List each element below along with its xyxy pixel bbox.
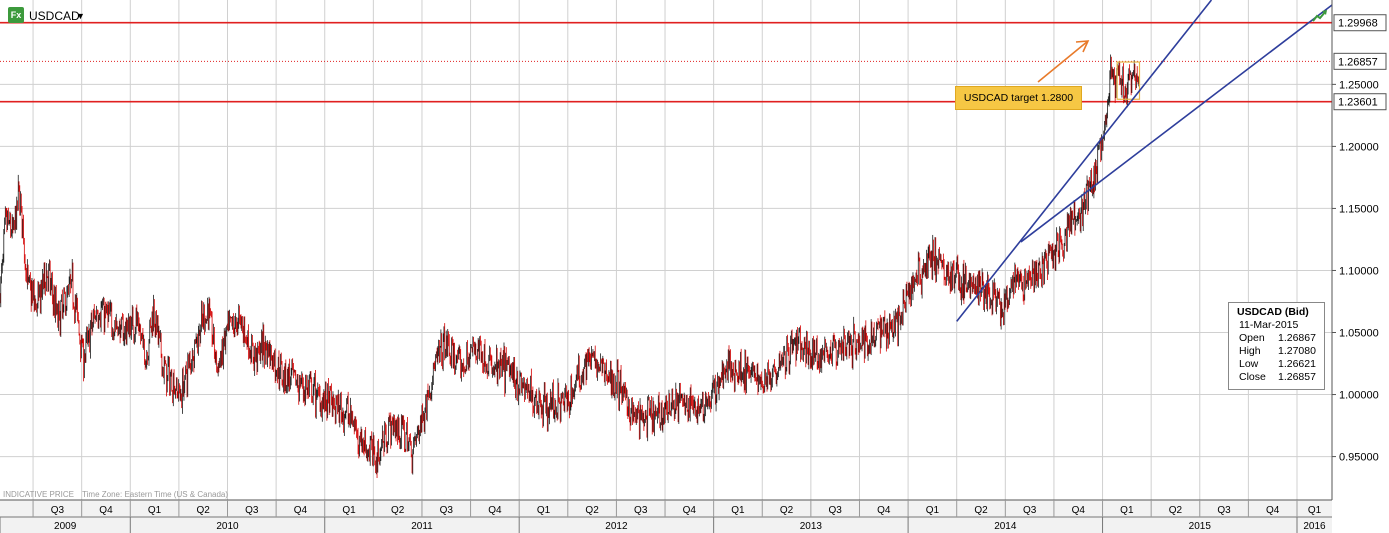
y-tick-label: 1.25000 <box>1339 79 1379 91</box>
year-label: 2016 <box>1303 521 1326 532</box>
timezone-note: Time Zone: Eastern Time (US & Canada) <box>82 490 229 499</box>
year-label: 2012 <box>605 521 628 532</box>
annotation-arrow <box>1037 40 1090 83</box>
annotation-arrow-head <box>1075 40 1090 53</box>
quarter-label: Q4 <box>1072 505 1086 516</box>
tooltip-date: 11-Mar-2015 <box>1239 319 1299 331</box>
y-tick-label: 1.20000 <box>1339 141 1379 153</box>
tooltip-row-open: Open 1.26867 <box>1239 332 1316 344</box>
quarter-label: Q4 <box>683 505 697 516</box>
quarter-label: Q1 <box>926 505 940 516</box>
quarter-label: Q2 <box>780 505 794 516</box>
x-axis: Q3 Q4 Q1 Q2 Q3 Q4 Q1 Q2 Q3 Q4 Q1 Q2 Q3 Q4 Q1 Q2 Q3 Q4 Q1 Q2… <box>0 499 1389 533</box>
trendlines <box>956 0 1333 322</box>
tooltip-row-high: High 1.27080 <box>1239 345 1316 357</box>
quarter-label: Q4 <box>488 505 502 516</box>
year-label: 2009 <box>54 521 77 532</box>
quarter-label: Q3 <box>245 505 259 516</box>
y-tick-label: 1.15000 <box>1339 203 1379 215</box>
quarter-label: Q1 <box>1120 505 1134 516</box>
indicative-price-note: INDICATIVE PRICE <box>3 490 74 499</box>
level-label-box <box>1333 93 1387 111</box>
trend-up-icon[interactable] <box>1312 9 1328 23</box>
year-label: 2013 <box>800 521 823 532</box>
quarter-label: Q4 <box>99 505 113 516</box>
quarter-label: Q3 <box>634 505 648 516</box>
year-label: 2014 <box>994 521 1017 532</box>
quarter-label: Q3 <box>440 505 454 516</box>
quarter-label: Q1 <box>731 505 745 516</box>
fx-icon: Fx <box>8 7 24 23</box>
ohlc-tooltip: USDCAD (Bid) 11-Mar-2015 Open 1.26867 Hig… <box>1228 302 1325 390</box>
y-tick-label: 1.00000 <box>1339 390 1379 402</box>
axis-corner <box>1333 500 1389 533</box>
symbol-label[interactable]: USDCAD <box>29 9 80 23</box>
quarter-label: Q3 <box>1217 505 1231 516</box>
level-label: 1.23601 <box>1338 97 1378 109</box>
consolidation-box <box>1116 61 1141 100</box>
year-label: 2015 <box>1189 521 1212 532</box>
y-tick-label: 1.10000 <box>1339 265 1379 277</box>
target-annotation[interactable]: USDCAD target 1.2800 <box>955 86 1082 110</box>
quarter-label: Q1 <box>537 505 551 516</box>
quarter-label: Q3 <box>1023 505 1037 516</box>
quarter-label: Q4 <box>877 505 891 516</box>
quarter-label: Q4 <box>294 505 308 516</box>
quarter-label: Q2 <box>1169 505 1183 516</box>
quarter-label: Q2 <box>197 505 211 516</box>
level-label-box <box>1333 14 1387 32</box>
tooltip-row-low: Low 1.26621 <box>1239 358 1316 370</box>
tooltip-title: USDCAD (Bid) <box>1237 306 1309 318</box>
year-label: 2010 <box>216 521 239 532</box>
quarter-label: Q1 <box>148 505 162 516</box>
y-axis: 0.95000 1.00000 1.05000 1.10000 1.15000 1.200… <box>1331 0 1387 500</box>
level-label: 1.29968 <box>1338 18 1378 30</box>
quarter-label: Q1 <box>1308 505 1322 516</box>
tooltip-row-close: Close 1.26857 <box>1239 371 1316 383</box>
level-label-box <box>1333 52 1387 70</box>
quarter-label: Q2 <box>585 505 599 516</box>
footnote: INDICATIVE PRICE Time Zone: Eastern Time… <box>3 490 234 499</box>
annotation-arrow-line <box>1037 40 1089 83</box>
y-tick-label: 1.05000 <box>1339 328 1379 340</box>
quarter-label: Q1 <box>342 505 356 516</box>
quarter-label: Q3 <box>51 505 65 516</box>
quarter-label: Q2 <box>391 505 405 516</box>
y-tick-label: 0.95000 <box>1339 452 1379 464</box>
candlestick-series <box>0 54 1141 479</box>
year-label: 2011 <box>411 521 433 532</box>
trendline <box>1020 4 1333 243</box>
level-label: 1.26857 <box>1338 56 1378 68</box>
quarter-label: Q4 <box>1266 505 1280 516</box>
quarter-label: Q3 <box>829 505 843 516</box>
chevron-down-icon[interactable]: ▼ <box>76 11 85 21</box>
quarter-label: Q2 <box>974 505 988 516</box>
trendline <box>956 0 1213 322</box>
